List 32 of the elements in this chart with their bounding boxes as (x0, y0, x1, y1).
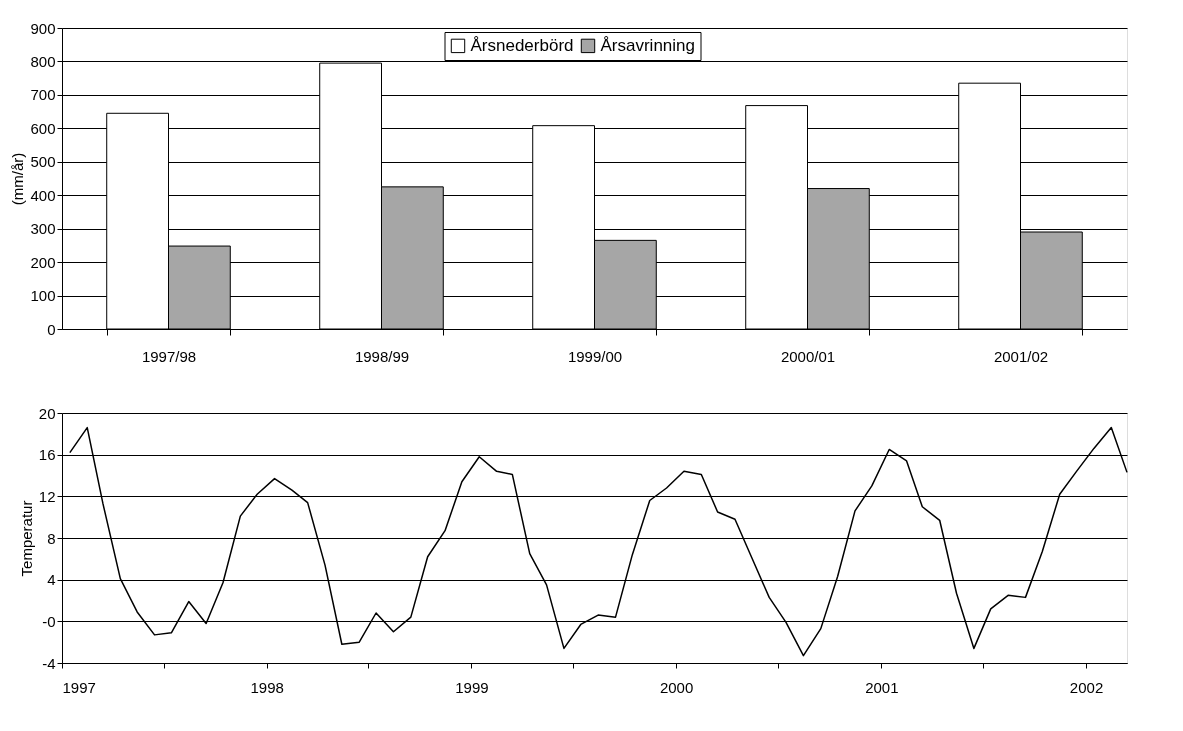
x-tick-label: 2002 (1069, 678, 1104, 696)
x-tick-label: 2000 (659, 678, 694, 696)
y-tick-label: 800 (30, 52, 56, 70)
y-tick-label: 900 (30, 19, 56, 37)
x-tick-label: 1998/99 (354, 347, 410, 365)
x-tick-label: 1998 (250, 678, 284, 696)
legend-label: Årsavrinning (600, 35, 695, 55)
y-tick-label: 4 (47, 571, 56, 589)
y-tick-label: 16 (38, 446, 56, 464)
y-tick-label: 0 (47, 320, 56, 338)
y-tick-label: 700 (30, 86, 56, 104)
y-tick-label: 500 (30, 153, 56, 171)
x-tick-label: 2001 (865, 678, 899, 696)
y-tick-label: 12 (38, 487, 56, 505)
x-tick-label: 1997 (62, 678, 96, 696)
y-axis-title: (mm/år) (9, 152, 27, 206)
legend-label: Årsnederbörd (470, 35, 574, 55)
y-tick-label: -4 (42, 654, 56, 672)
y-tick-label: 300 (30, 220, 56, 238)
y-tick-label: 400 (30, 186, 56, 204)
y-tick-label: -0 (42, 612, 56, 630)
y-tick-label: 600 (30, 119, 56, 137)
y-axis-title: Temperatur (17, 500, 35, 577)
x-tick-label: 1999 (455, 678, 489, 696)
x-tick-label: 2001/02 (993, 347, 1049, 365)
x-tick-label: 2000/01 (780, 347, 836, 365)
y-tick-label: 8 (47, 529, 56, 547)
x-tick-label: 1997/98 (141, 347, 197, 365)
x-tick-label: 1999/00 (567, 347, 623, 365)
y-tick-label: 20 (38, 404, 56, 422)
y-tick-label: 100 (30, 287, 56, 305)
y-tick-label: 200 (30, 253, 56, 271)
